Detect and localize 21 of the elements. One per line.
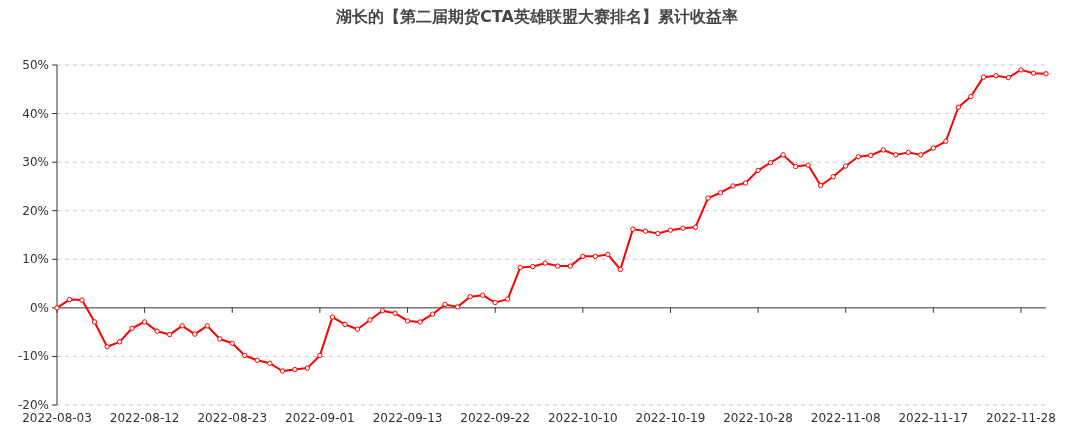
- x-tick-label: 2022-09-13: [372, 411, 443, 425]
- x-tick-label: 2022-09-22: [460, 411, 531, 425]
- y-tick-label: 40%: [22, 106, 49, 121]
- y-tick-label: 10%: [22, 252, 49, 267]
- y-tick-label: 0%: [29, 300, 49, 315]
- y-tick-label: 20%: [22, 203, 49, 218]
- x-tick-label: 2022-10-10: [547, 411, 618, 425]
- x-tick-label: 2022-09-01: [285, 411, 355, 425]
- y-tick-label: 50%: [22, 58, 49, 72]
- y-tick-label: -10%: [17, 349, 49, 364]
- x-tick-label: 2022-08-23: [197, 411, 268, 425]
- x-tick-label: 2022-08-03: [22, 411, 92, 425]
- x-tick-label: 2022-11-28: [986, 411, 1056, 425]
- x-tick-label: 2022-08-12: [109, 411, 180, 425]
- y-tick-label: -20%: [17, 398, 49, 412]
- x-tick-label: 2022-10-19: [635, 411, 706, 425]
- x-tick-label: 2022-11-08: [810, 411, 881, 425]
- y-tick-label: 30%: [22, 155, 49, 170]
- x-tick-label: 2022-10-28: [723, 411, 793, 425]
- chart-title: 湖长的【第二届期货CTA英雄联盟大赛排名】累计收益率: [335, 7, 738, 26]
- x-tick-label: 2022-11-17: [898, 411, 969, 425]
